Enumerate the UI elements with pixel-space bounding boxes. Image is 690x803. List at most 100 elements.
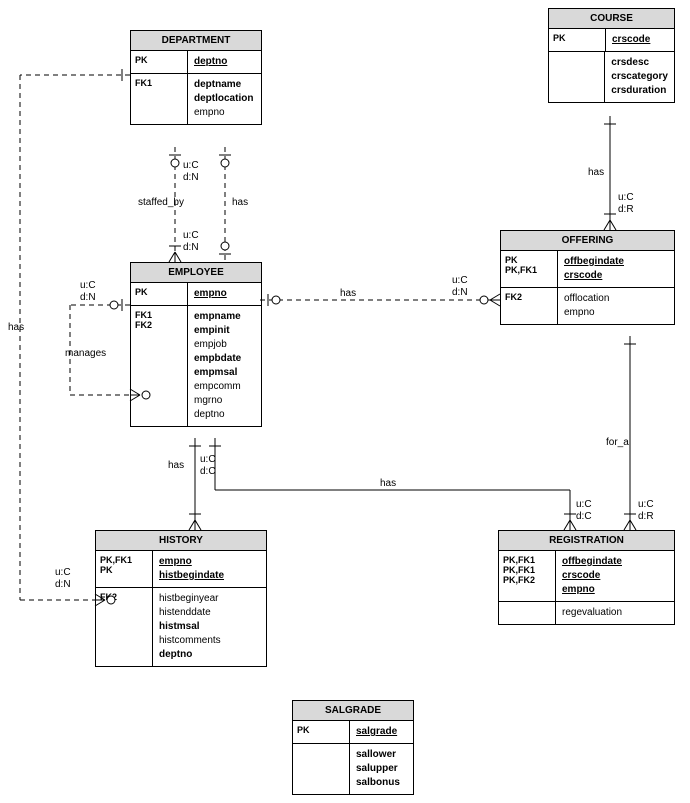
- attribute: histbeginyear: [159, 592, 260, 606]
- entity-history: HISTORYPK,FK1 PKempnohistbegindateFK2his…: [95, 530, 267, 667]
- attribute-block: FK1 FK2empnameempinitempjobempbdateempms…: [131, 306, 261, 426]
- svg-text:has: has: [168, 460, 184, 471]
- attribute-column: regevaluation: [556, 602, 674, 624]
- entity-title: HISTORY: [96, 531, 266, 551]
- attribute: empname: [194, 310, 255, 324]
- entity-offering: OFFERINGPK PK,FK1offbegindatecrscodeFK2o…: [500, 230, 675, 325]
- key-column: PK PK,FK1: [501, 251, 558, 287]
- svg-text:d:C: d:C: [200, 466, 216, 477]
- attribute-column: empnameempinitempjobempbdateempmsalempco…: [188, 306, 261, 426]
- entity-department: DEPARTMENTPK deptno FK1 deptnamedeptlocatio…: [130, 30, 262, 125]
- svg-text:d:N: d:N: [183, 172, 199, 183]
- attribute: crscode: [612, 33, 668, 47]
- attribute: empno: [562, 583, 668, 597]
- attribute: salbonus: [356, 776, 407, 790]
- attribute-block: PK salgrade: [293, 721, 413, 744]
- svg-text:u:C: u:C: [618, 192, 634, 203]
- er-diagram-canvas: DEPARTMENTPKdeptnoFK1deptnamedeptlocatio…: [0, 0, 690, 803]
- key-column: PK,FK1 PK: [96, 551, 153, 587]
- entity-title: EMPLOYEE: [131, 263, 261, 283]
- attribute: deptno: [159, 648, 260, 662]
- attribute-block: FK1 deptnamedeptlocationempno: [131, 74, 261, 124]
- svg-text:u:C: u:C: [55, 567, 71, 578]
- attribute-block: PKempno: [131, 283, 261, 306]
- attribute: empno: [564, 306, 668, 320]
- attribute: empno: [194, 287, 255, 301]
- svg-text:manages: manages: [65, 348, 106, 359]
- svg-text:u:C: u:C: [183, 160, 199, 171]
- svg-text:u:C: u:C: [200, 454, 216, 465]
- entity-employee: EMPLOYEEPKempnoFK1 FK2empnameempinitempj…: [130, 262, 262, 427]
- key-column: [549, 52, 605, 102]
- attribute: crsdesc: [611, 56, 668, 70]
- attribute: empno: [159, 555, 260, 569]
- attribute-block: FK2offlocationempno: [501, 288, 674, 324]
- attribute: histmsal: [159, 620, 260, 634]
- attribute: empcomm: [194, 380, 255, 394]
- key-column: [293, 744, 350, 794]
- svg-text:d:N: d:N: [55, 579, 71, 590]
- attribute-block: PK crscode: [549, 29, 674, 52]
- attribute: crsduration: [611, 84, 668, 98]
- attribute: crscode: [562, 569, 668, 583]
- attribute-column: offlocationempno: [558, 288, 674, 324]
- svg-text:for_a: for_a: [606, 437, 629, 448]
- svg-text:has: has: [8, 322, 24, 333]
- attribute: offbegindate: [562, 555, 668, 569]
- key-column: PK: [131, 51, 188, 73]
- attribute: crscategory: [611, 70, 668, 84]
- key-column: FK2: [96, 588, 153, 666]
- attribute-column: empno: [188, 283, 261, 305]
- attribute-column: crscode: [606, 29, 674, 51]
- attribute: salgrade: [356, 725, 407, 739]
- attribute: salupper: [356, 762, 407, 776]
- attribute: deptlocation: [194, 92, 255, 106]
- attribute: empinit: [194, 324, 255, 338]
- attribute: deptno: [194, 55, 255, 69]
- attribute-column: crsdesccrscategorycrsduration: [605, 52, 674, 102]
- attribute: empbdate: [194, 352, 255, 366]
- attribute-block: PK PK,FK1offbegindatecrscode: [501, 251, 674, 288]
- svg-text:d:C: d:C: [576, 511, 592, 522]
- svg-text:d:N: d:N: [452, 287, 468, 298]
- key-column: FK1 FK2: [131, 306, 188, 426]
- attribute-block: crsdesccrscategorycrsduration: [549, 52, 674, 102]
- attribute-block: regevaluation: [499, 602, 674, 624]
- svg-text:u:C: u:C: [452, 275, 468, 286]
- svg-text:d:N: d:N: [80, 292, 96, 303]
- key-column: PK: [293, 721, 350, 743]
- attribute-column: histbeginyearhistenddatehistmsalhistcomm…: [153, 588, 266, 666]
- svg-text:has: has: [340, 288, 356, 299]
- attribute-column: sallowersaluppersalbonus: [350, 744, 413, 794]
- key-column: FK1: [131, 74, 188, 124]
- attribute-block: PK,FK1 PK empnohistbegindate: [96, 551, 266, 588]
- attribute: deptname: [194, 78, 255, 92]
- svg-text:has: has: [380, 478, 396, 489]
- svg-text:has: has: [588, 167, 604, 178]
- edge-layer: staffed_byu:Cd:Nu:Cd:Nhashasu:Cd:Nmanage…: [0, 0, 690, 803]
- svg-text:d:R: d:R: [638, 511, 654, 522]
- attribute-block: FK2histbeginyearhistenddatehistmsalhistc…: [96, 588, 266, 666]
- attribute: histbegindate: [159, 569, 260, 583]
- entity-registration: REGISTRATIONPK,FK1 PK,FK1 PK,FK2offbegin…: [498, 530, 675, 625]
- entity-title: DEPARTMENT: [131, 31, 261, 51]
- svg-text:u:C: u:C: [80, 280, 96, 291]
- svg-text:u:C: u:C: [183, 230, 199, 241]
- attribute-block: PK,FK1 PK,FK1 PK,FK2 offbegindatecrscodee…: [499, 551, 674, 602]
- attribute-block: sallowersaluppersalbonus: [293, 744, 413, 794]
- entity-title: COURSE: [549, 9, 674, 29]
- attribute: mgrno: [194, 394, 255, 408]
- entity-title: OFFERING: [501, 231, 674, 251]
- entity-course: COURSEPK crscode crsdesccrscategorycrsdura…: [548, 8, 675, 103]
- attribute: regevaluation: [562, 606, 668, 620]
- key-column: PK,FK1 PK,FK1 PK,FK2: [499, 551, 556, 601]
- svg-text:u:C: u:C: [638, 499, 654, 510]
- attribute: histcomments: [159, 634, 260, 648]
- key-column: PK: [549, 29, 606, 51]
- attribute: empno: [194, 106, 255, 120]
- attribute-block: PK deptno: [131, 51, 261, 74]
- svg-text:has: has: [232, 197, 248, 208]
- attribute: histenddate: [159, 606, 260, 620]
- entity-salgrade: SALGRADEPKsalgradesallowersaluppersalbon…: [292, 700, 414, 795]
- svg-text:u:C: u:C: [576, 499, 592, 510]
